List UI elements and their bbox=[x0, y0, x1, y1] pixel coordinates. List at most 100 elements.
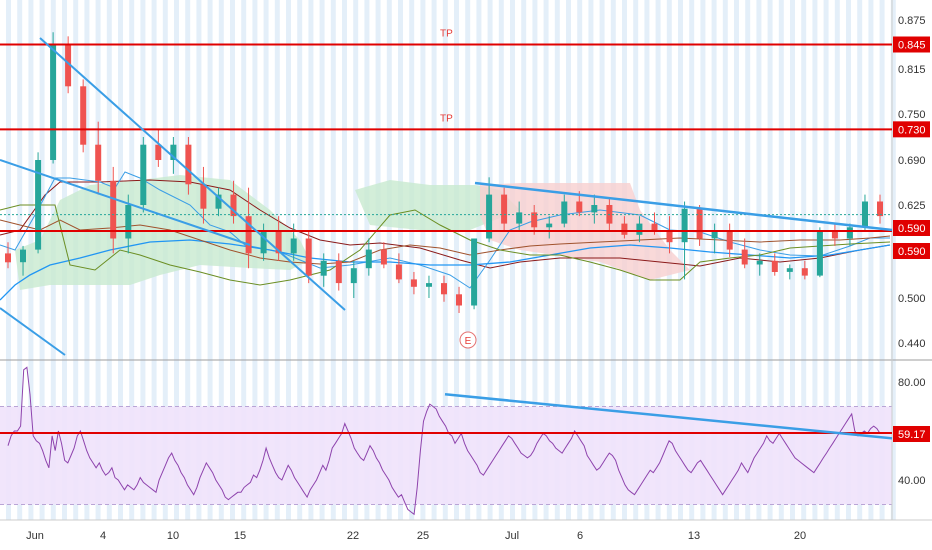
candle[interactable] bbox=[260, 223, 267, 261]
candle[interactable] bbox=[320, 253, 327, 287]
candle[interactable] bbox=[350, 260, 357, 298]
candle[interactable] bbox=[275, 216, 282, 261]
trendline-down-2[interactable] bbox=[0, 159, 251, 246]
rsi-trendline[interactable] bbox=[444, 393, 893, 440]
candle[interactable] bbox=[471, 238, 478, 310]
candle[interactable] bbox=[426, 275, 432, 298]
candle[interactable] bbox=[741, 238, 748, 269]
candle[interactable] bbox=[155, 129, 162, 167]
candle[interactable] bbox=[65, 36, 72, 94]
candle[interactable] bbox=[666, 216, 673, 254]
candle[interactable] bbox=[756, 253, 763, 276]
event-marker[interactable]: E bbox=[459, 331, 477, 349]
candle[interactable] bbox=[230, 180, 237, 224]
candle[interactable] bbox=[110, 166, 117, 254]
day-stripe bbox=[543, 0, 549, 520]
candle[interactable] bbox=[846, 223, 853, 246]
price-tag-bg bbox=[893, 36, 930, 53]
candle-body bbox=[561, 201, 568, 224]
candle[interactable] bbox=[50, 32, 57, 164]
day-stripe bbox=[386, 0, 392, 520]
candle-body bbox=[576, 201, 583, 213]
candle[interactable] bbox=[170, 137, 177, 174]
candle-body bbox=[816, 231, 823, 276]
candle[interactable] bbox=[140, 137, 147, 213]
candle[interactable] bbox=[380, 242, 387, 269]
day-stripe bbox=[678, 0, 683, 520]
time-axis: Jun 4 10 15 22 25 Jul 6 13 20 bbox=[26, 530, 806, 542]
candle-body bbox=[65, 44, 72, 87]
candle[interactable] bbox=[877, 194, 883, 224]
day-stripe bbox=[857, 0, 863, 520]
candles bbox=[5, 32, 883, 313]
time-tick: 25 bbox=[417, 530, 429, 542]
price-tag-bg bbox=[893, 121, 930, 138]
rsi-tick: 80.00 bbox=[898, 377, 926, 389]
price-tag: 0.590 bbox=[893, 220, 930, 236]
price-tick: 0.440 bbox=[898, 338, 926, 350]
candle[interactable] bbox=[441, 275, 447, 302]
candle-body bbox=[155, 144, 162, 160]
candle[interactable] bbox=[335, 253, 342, 291]
candle[interactable] bbox=[200, 166, 207, 224]
day-stripe bbox=[431, 0, 437, 520]
day-stripe bbox=[834, 0, 840, 520]
candle[interactable] bbox=[215, 187, 222, 217]
day-stripe bbox=[879, 0, 885, 520]
rsi-tag: 59.17 bbox=[893, 426, 930, 442]
candle[interactable] bbox=[80, 79, 87, 153]
trendline-resistance[interactable] bbox=[474, 181, 893, 232]
candle[interactable] bbox=[831, 223, 838, 246]
trendline-down-3[interactable] bbox=[0, 307, 66, 356]
candle[interactable] bbox=[305, 231, 312, 284]
candle[interactable] bbox=[5, 242, 11, 269]
candle[interactable] bbox=[561, 194, 568, 228]
candle[interactable] bbox=[531, 205, 538, 235]
candle[interactable] bbox=[516, 201, 523, 232]
candle[interactable] bbox=[636, 216, 643, 243]
candle-body bbox=[756, 260, 763, 265]
candle[interactable] bbox=[456, 286, 462, 313]
candle[interactable] bbox=[410, 271, 417, 295]
day-stripe bbox=[812, 0, 818, 520]
candle[interactable] bbox=[816, 227, 823, 278]
candle[interactable] bbox=[290, 223, 297, 261]
candle-body bbox=[786, 268, 793, 272]
day-stripe bbox=[510, 0, 515, 520]
candle[interactable] bbox=[95, 121, 102, 195]
candle-body bbox=[801, 268, 808, 276]
candle[interactable] bbox=[621, 216, 628, 239]
day-stripe bbox=[532, 0, 538, 520]
candle[interactable] bbox=[395, 253, 402, 284]
candle-body bbox=[125, 205, 132, 239]
candle[interactable] bbox=[801, 260, 808, 280]
candle[interactable] bbox=[591, 194, 598, 224]
price-tag-label: 0.845 bbox=[898, 40, 926, 52]
candle[interactable] bbox=[185, 137, 192, 195]
day-stripe bbox=[700, 0, 706, 520]
candle-body bbox=[877, 201, 883, 217]
candle[interactable] bbox=[546, 216, 553, 239]
candle-body bbox=[185, 144, 192, 185]
candle-body bbox=[621, 223, 628, 235]
candle[interactable] bbox=[771, 253, 778, 276]
candle[interactable] bbox=[711, 223, 718, 254]
candle[interactable] bbox=[726, 223, 733, 258]
candle-body bbox=[20, 249, 26, 263]
candle-body bbox=[215, 194, 222, 209]
day-stripe bbox=[778, 0, 784, 520]
price-tag-secondary: 0.590 bbox=[893, 243, 930, 259]
candle[interactable] bbox=[786, 264, 793, 280]
trendline-down[interactable] bbox=[39, 37, 346, 311]
candle[interactable] bbox=[696, 205, 703, 246]
candle[interactable] bbox=[35, 152, 42, 254]
day-stripe bbox=[554, 0, 560, 520]
candle[interactable] bbox=[501, 187, 508, 232]
candle[interactable] bbox=[245, 187, 252, 269]
cloud-green-2 bbox=[355, 180, 520, 230]
candle[interactable] bbox=[365, 238, 372, 276]
candle[interactable] bbox=[20, 245, 26, 276]
candle-body bbox=[636, 223, 643, 235]
price-tick: 0.625 bbox=[898, 200, 926, 212]
